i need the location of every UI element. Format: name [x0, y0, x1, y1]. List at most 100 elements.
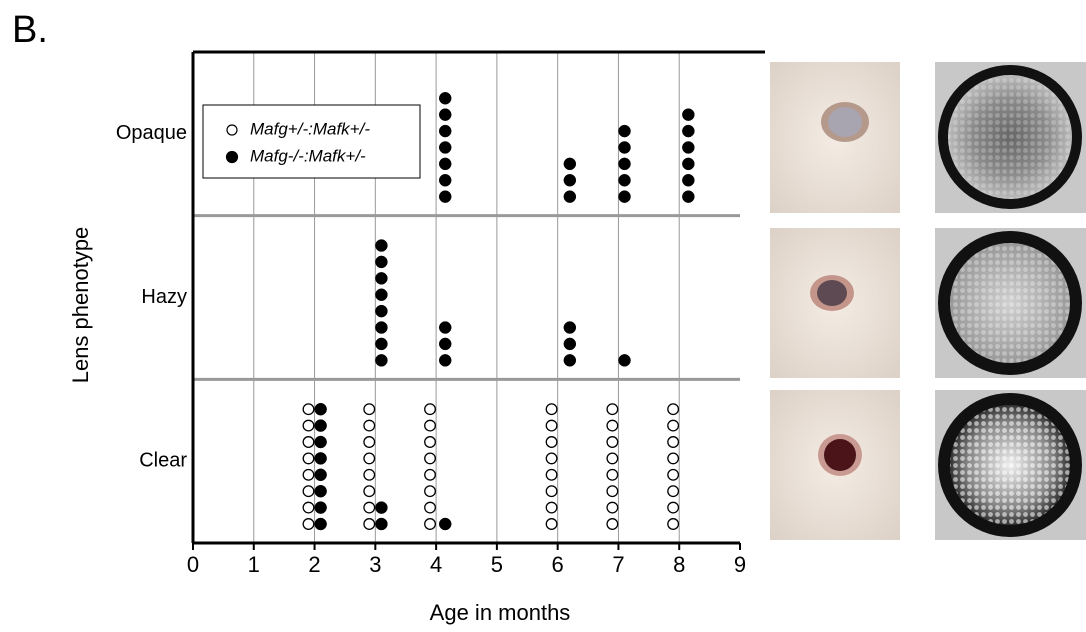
open-dot — [607, 453, 618, 464]
filled-dot — [619, 191, 631, 203]
x-tick-label: 6 — [552, 552, 564, 577]
filled-dot — [315, 436, 327, 448]
x-axis-label: Age in months — [430, 600, 571, 625]
filled-dot — [682, 158, 694, 170]
x-tick-label: 5 — [491, 552, 503, 577]
open-dot — [303, 502, 314, 513]
open-dot — [668, 502, 679, 513]
filled-dot — [564, 322, 576, 334]
filled-dot — [315, 469, 327, 481]
open-dot — [364, 486, 375, 497]
open-dot — [303, 519, 314, 530]
filled-dot — [619, 174, 631, 186]
y-axis-label: Lens phenotype — [68, 227, 93, 384]
open-dot — [303, 420, 314, 431]
filled-dot — [439, 518, 451, 530]
open-dot — [303, 470, 314, 481]
filled-dot — [315, 420, 327, 432]
filled-dot — [439, 125, 451, 137]
open-dot — [668, 420, 679, 431]
filled-dot — [564, 158, 576, 170]
open-dot — [364, 502, 375, 513]
open-dot — [607, 502, 618, 513]
filled-dot — [564, 354, 576, 366]
open-dot — [364, 519, 375, 530]
open-dot — [668, 437, 679, 448]
filled-dot — [619, 354, 631, 366]
open-dot — [607, 486, 618, 497]
filled-dot — [315, 502, 327, 514]
filled-dot — [619, 125, 631, 137]
open-dot — [607, 519, 618, 530]
x-tick-label: 7 — [612, 552, 624, 577]
filled-dot — [375, 305, 387, 317]
filled-dot — [682, 109, 694, 121]
filled-dot — [375, 354, 387, 366]
open-dot — [425, 437, 436, 448]
filled-dot — [315, 452, 327, 464]
open-dot — [303, 453, 314, 464]
x-tick-label: 8 — [673, 552, 685, 577]
filled-dot — [564, 174, 576, 186]
open-dot — [425, 502, 436, 513]
filled-dot — [619, 158, 631, 170]
open-dot — [425, 470, 436, 481]
legend-label: Mafg-/-:Mafk+/- — [250, 146, 366, 165]
filled-dot — [682, 174, 694, 186]
filled-dot — [682, 141, 694, 153]
legend-label: Mafg+/-:Mafk+/- — [250, 119, 370, 138]
filled-dot — [375, 338, 387, 350]
filled-dot — [564, 338, 576, 350]
filled-dot — [564, 191, 576, 203]
filled-dot — [315, 403, 327, 415]
open-dot — [303, 437, 314, 448]
filled-dot — [439, 92, 451, 104]
open-dot — [425, 453, 436, 464]
open-dot — [425, 404, 436, 415]
open-dot — [425, 519, 436, 530]
open-dot — [668, 470, 679, 481]
x-tick-label: 4 — [430, 552, 442, 577]
open-dot — [364, 420, 375, 431]
legend-marker — [227, 125, 237, 135]
filled-dot — [439, 109, 451, 121]
open-dot — [425, 486, 436, 497]
open-dot — [546, 519, 557, 530]
category-label: Hazy — [141, 286, 187, 308]
figure: B. Lens phenotype Age in months 01234567… — [0, 0, 1086, 632]
legend-box — [203, 105, 420, 178]
filled-dot — [439, 322, 451, 334]
filled-dot — [375, 502, 387, 514]
filled-dot — [439, 354, 451, 366]
open-dot — [546, 453, 557, 464]
legend-marker — [227, 152, 238, 163]
open-dot — [668, 486, 679, 497]
filled-dot — [375, 289, 387, 301]
open-dot — [303, 486, 314, 497]
open-dot — [303, 404, 314, 415]
open-dot — [668, 519, 679, 530]
filled-dot — [375, 240, 387, 252]
figure-label: B. — [12, 9, 48, 51]
open-dot — [607, 470, 618, 481]
open-dot — [546, 486, 557, 497]
open-dot — [546, 404, 557, 415]
open-dot — [425, 420, 436, 431]
open-dot — [668, 453, 679, 464]
open-dot — [364, 470, 375, 481]
x-tick-label: 2 — [308, 552, 320, 577]
category-label: Opaque — [116, 122, 187, 144]
filled-dot — [682, 125, 694, 137]
filled-dot — [439, 338, 451, 350]
filled-dot — [439, 141, 451, 153]
open-dot — [668, 404, 679, 415]
photos — [770, 62, 1086, 540]
x-tick-label: 1 — [248, 552, 260, 577]
open-dot — [546, 420, 557, 431]
filled-dot — [375, 518, 387, 530]
legend: Mafg+/-:Mafk+/- Mafg-/-:Mafk+/- — [203, 105, 420, 178]
open-dot — [364, 404, 375, 415]
filled-dot — [619, 141, 631, 153]
filled-dot — [315, 485, 327, 497]
